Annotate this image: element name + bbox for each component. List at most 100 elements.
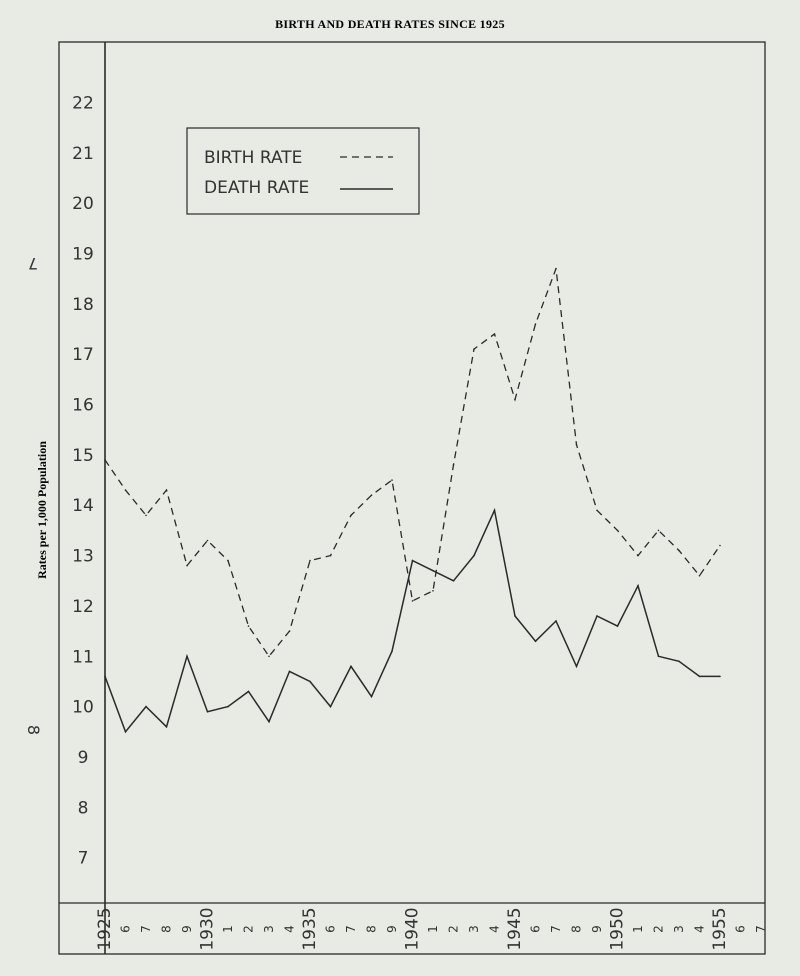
x-tick-label-1948: 8 — [570, 925, 584, 933]
data-point-birth-rate-1930 — [206, 539, 209, 542]
data-point-birth-rate-1945 — [514, 398, 516, 401]
data-point-death-rate-1947 — [555, 620, 557, 622]
plot-frame — [58, 41, 766, 955]
x-tick-label-1957: 7 — [754, 925, 768, 933]
y-tick-label-9: 9 — [78, 748, 89, 768]
y-tick-label-7: 7 — [78, 849, 89, 869]
data-point-death-rate-1933 — [268, 720, 270, 723]
x-tick-label-1925: 1925 — [95, 907, 115, 950]
y-axis-label: Rates per 1,000 Population — [35, 441, 49, 579]
data-point-death-rate-1926 — [124, 731, 127, 733]
x-tick-label-1950: 1950 — [608, 907, 628, 950]
x-tick-label-1938: 8 — [365, 925, 379, 933]
y-tick-label-11: 11 — [72, 647, 94, 667]
data-point-birth-rate-1926 — [124, 489, 127, 491]
legend: BIRTH RATE DEATH RATE — [186, 127, 420, 215]
data-point-birth-rate-1948 — [575, 444, 578, 446]
data-point-birth-rate-1934 — [288, 630, 291, 632]
data-point-death-rate-1950 — [616, 625, 619, 627]
data-point-birth-rate-1938 — [370, 494, 373, 497]
data-point-death-rate-1951 — [637, 585, 639, 587]
y-tick-label-13: 13 — [72, 547, 94, 567]
series-line-birth-rate — [104, 268, 721, 658]
data-point-birth-rate-1925 — [104, 459, 106, 461]
page-number-top: 7 — [28, 254, 38, 273]
data-point-death-rate-1935 — [309, 680, 311, 683]
y-tick-label-17: 17 — [72, 345, 94, 365]
x-tick-labels: 1925 6 7 8 9 1930 1 2 3 4 1935 6 7 8 9 1940 1 2 3 4 1945 6 7 8 9… — [95, 907, 768, 950]
data-point-birth-rate-1942 — [452, 464, 455, 466]
data-point-death-rate-1931 — [227, 705, 229, 708]
data-point-death-rate-1929 — [186, 655, 188, 658]
data-point-death-rate-1955 — [719, 675, 721, 678]
x-tick-label-1931: 1 — [221, 925, 235, 933]
data-point-birth-rate-1932 — [247, 625, 250, 627]
x-tick-label-1934: 4 — [283, 925, 297, 933]
x-tick-label-1942: 2 — [447, 925, 461, 933]
data-point-birth-rate-1941 — [432, 590, 434, 592]
data-point-death-rate-1944 — [493, 509, 496, 512]
y-tick-label-15: 15 — [72, 446, 94, 466]
data-point-death-rate-1938 — [370, 695, 373, 698]
data-point-birth-rate-1944 — [493, 333, 496, 335]
x-tick-label-1947: 7 — [549, 925, 563, 933]
x-tick-label-1945: 1945 — [505, 907, 525, 950]
data-point-death-rate-1941 — [432, 569, 434, 572]
x-tick-label-1926: 6 — [119, 925, 133, 933]
data-point-death-rate-1942 — [452, 580, 455, 582]
data-point-death-rate-1948 — [575, 665, 578, 668]
x-tick-label-1936: 6 — [324, 925, 338, 933]
data-point-birth-rate-1955 — [719, 544, 721, 547]
data-point-death-rate-1952 — [657, 655, 660, 658]
data-point-birth-rate-1949 — [596, 509, 598, 512]
y-tick-label-10: 10 — [72, 698, 94, 718]
data-point-death-rate-1936 — [329, 705, 332, 708]
x-tick-label-1941: 1 — [426, 925, 440, 933]
y-tick-label-21: 21 — [72, 144, 94, 164]
x-tick-label-1951: 1 — [631, 925, 645, 933]
data-point-birth-rate-1940 — [411, 600, 414, 602]
data-point-birth-rate-1952 — [657, 529, 660, 532]
series-lines — [104, 267, 721, 734]
x-tick-label-1943: 3 — [467, 925, 481, 933]
series-line-death-rate — [104, 507, 720, 734]
x-tick-label-1940: 1940 — [403, 907, 423, 950]
data-point-birth-rate-1950 — [616, 529, 619, 532]
x-tick-label-1932: 2 — [242, 925, 256, 933]
page-number-bottom: 8 — [24, 725, 43, 735]
x-tick-label-1952: 2 — [652, 925, 666, 933]
data-point-birth-rate-1935 — [309, 559, 311, 562]
x-tick-label-1928: 8 — [160, 925, 174, 933]
data-point-death-rate-1954 — [698, 675, 701, 678]
legend-label-death-rate: DEATH RATE — [204, 178, 309, 198]
data-point-death-rate-1939 — [391, 650, 393, 652]
x-tick-label-1935: 1935 — [300, 907, 320, 950]
data-point-death-rate-1946 — [534, 640, 537, 642]
data-point-death-rate-1953 — [678, 660, 680, 663]
data-point-death-rate-1949 — [596, 615, 598, 617]
y-tick-label-16: 16 — [72, 396, 94, 416]
x-tick-label-1939: 9 — [385, 925, 399, 933]
x-tick-label-1944: 4 — [488, 925, 502, 933]
data-point-death-rate-1927 — [145, 705, 147, 708]
data-point-death-rate-1937 — [350, 665, 352, 668]
x-tick-label-1954: 4 — [693, 925, 707, 933]
x-tick-label-1927: 7 — [139, 925, 153, 933]
data-point-death-rate-1925 — [104, 675, 106, 678]
x-tick-label-1956: 6 — [734, 925, 748, 933]
y-tick-label-19: 19 — [72, 245, 94, 265]
x-tick-label-1930: 1930 — [198, 907, 218, 950]
data-point-birth-rate-1947 — [555, 267, 557, 270]
data-point-birth-rate-1954 — [698, 574, 701, 577]
data-point-birth-rate-1933 — [268, 655, 270, 658]
legend-label-birth-rate: BIRTH RATE — [204, 148, 302, 168]
y-tick-label-18: 18 — [72, 295, 94, 315]
data-point-birth-rate-1931 — [227, 559, 229, 562]
data-point-death-rate-1943 — [473, 554, 475, 557]
data-point-birth-rate-1943 — [473, 348, 475, 350]
legend-box — [186, 127, 420, 215]
y-tick-labels: 7 8 9 10 11 12 13 14 15 16 17 18 19 20 21 22 — [72, 93, 94, 868]
x-tick-label-1955: 1955 — [710, 907, 730, 950]
data-point-birth-rate-1953 — [678, 549, 680, 552]
